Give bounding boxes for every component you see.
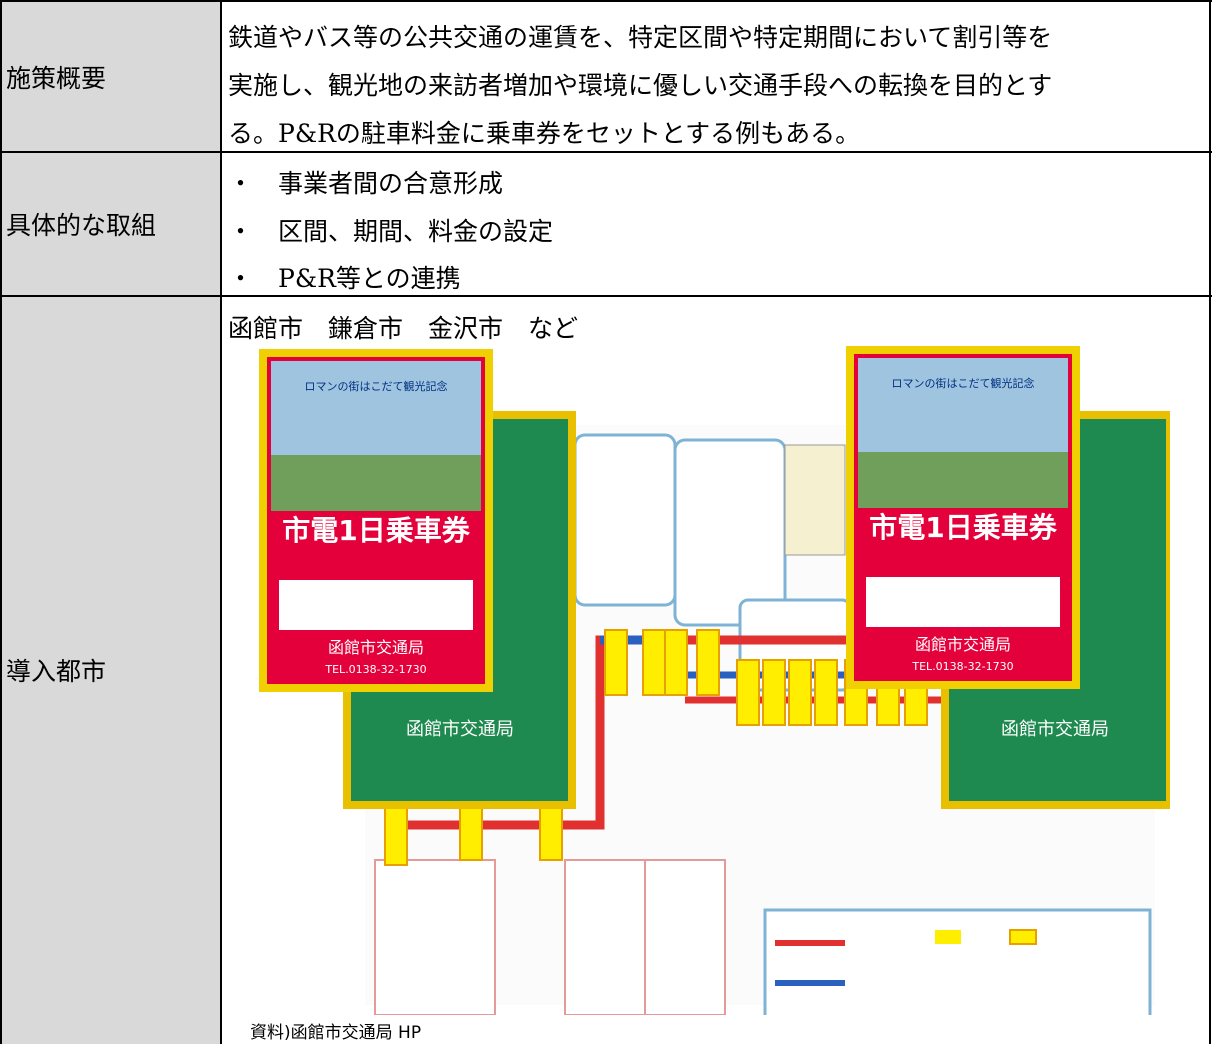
legend-line xyxy=(775,940,845,946)
row-label: 施策概要 xyxy=(2,2,220,152)
legend-line xyxy=(775,980,845,986)
ticket-issuer: 函館市交通局 xyxy=(1001,719,1109,740)
text-line: 実施し、観光地の来訪者増加や環境に優しい交通手段への転換を目的とす xyxy=(228,71,1053,100)
border xyxy=(0,295,1212,297)
map-box xyxy=(644,859,726,1015)
map-box xyxy=(374,859,496,1015)
ticket-issuer: 函館市交通局 xyxy=(915,635,1011,654)
ticket-front: ロマンの街はこだて観光記念 市電1日乗車券 函館市交通局 TEL.0138-32… xyxy=(846,346,1080,689)
route-red xyxy=(390,635,1015,830)
text-line: 函館市 鎌倉市 金沢市 など xyxy=(228,314,579,343)
border xyxy=(0,0,2,1044)
border xyxy=(0,151,1212,153)
ticket-header: ロマンの街はこだて観光記念 xyxy=(305,379,448,393)
legend-swatch xyxy=(935,930,961,944)
figure: 函館市交通局 函館市交通局 ロマンの街はこだて観光記念 市電1日乗車券 函館市交… xyxy=(259,346,1170,1015)
ticket-tel: TEL.0138-32-1730 xyxy=(911,660,1013,673)
text-line: ・ P&R等との連携 xyxy=(228,264,461,293)
map-box xyxy=(673,438,787,627)
text-line: ・ 事業者間の合意形成 xyxy=(228,169,504,198)
border xyxy=(220,0,222,1044)
legend-box xyxy=(763,908,1152,1015)
map-box xyxy=(784,444,846,556)
ticket-title: 市電1日乗車券 xyxy=(869,511,1057,544)
source-note: 資料)函館市交通局 HP xyxy=(250,1023,422,1043)
map-box xyxy=(573,433,677,607)
legend-swatch xyxy=(1009,929,1037,945)
ticket-title: 市電1日乗車券 xyxy=(282,514,470,547)
ticket-tel: TEL.0138-32-1730 xyxy=(324,663,426,676)
row-label: 具体的な取組 xyxy=(2,152,220,296)
text-line: 鉄道やバス等の公共交通の運賃を、特定区間や特定期間において割引等を xyxy=(228,23,1053,52)
ticket-issuer: 函館市交通局 xyxy=(406,719,514,740)
text-line: る。P&Rの駐車料金に乗車券をセットとする例もある。 xyxy=(228,119,861,148)
ticket-front: ロマンの街はこだて観光記念 市電1日乗車券 函館市交通局 TEL.0138-32… xyxy=(259,349,493,692)
border xyxy=(1209,0,1211,1044)
stations xyxy=(384,629,928,866)
text-line: ・ 区間、期間、料金の設定 xyxy=(228,217,554,246)
ticket-issuer: 函館市交通局 xyxy=(328,638,424,657)
row-label: 導入都市 xyxy=(2,296,220,1044)
map-box xyxy=(564,859,646,1015)
border xyxy=(0,0,1212,2)
ticket-header: ロマンの街はこだて観光記念 xyxy=(892,376,1035,390)
